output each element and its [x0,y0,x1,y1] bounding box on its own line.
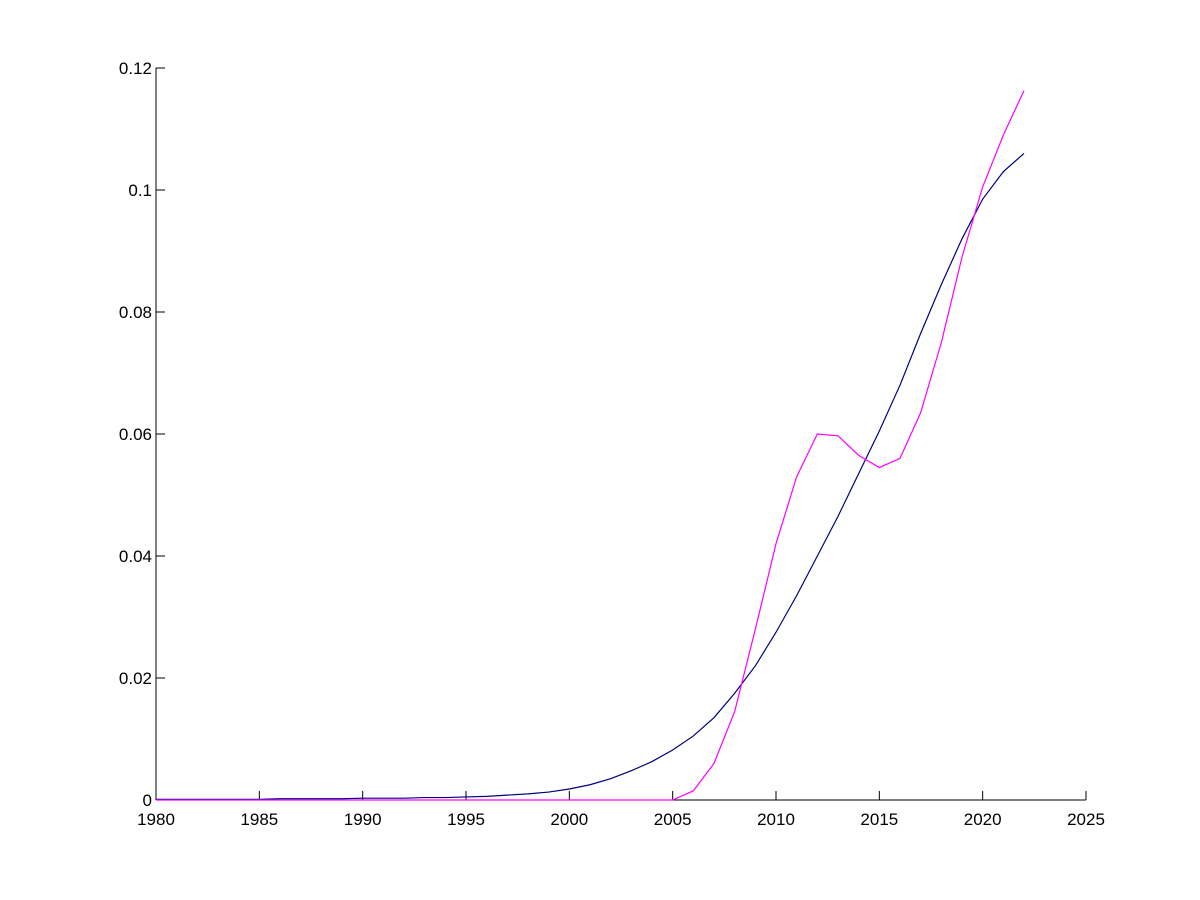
x-tick-label: 2025 [1067,810,1105,829]
x-tick-label: 2020 [964,810,1002,829]
series-line [156,90,1025,801]
x-tick-label: 1995 [447,810,485,829]
y-tick-label: 0.1 [128,181,152,200]
y-tick-label: 0 [143,791,152,810]
y-tick-label: 0.02 [119,669,152,688]
x-tick-label: 2010 [757,810,795,829]
y-tick-label: 0.08 [119,303,152,322]
y-tick-label: 0.06 [119,425,152,444]
y-tick-label: 0.12 [119,59,152,78]
series-line [156,152,1025,800]
y-tick-label: 0.04 [119,547,152,566]
x-tick-label: 1990 [344,810,382,829]
x-tick-label: 2015 [860,810,898,829]
x-tick-label: 1980 [137,810,175,829]
x-tick-label: 2005 [654,810,692,829]
x-tick-label: 2000 [550,810,588,829]
x-tick-label: 1985 [240,810,278,829]
